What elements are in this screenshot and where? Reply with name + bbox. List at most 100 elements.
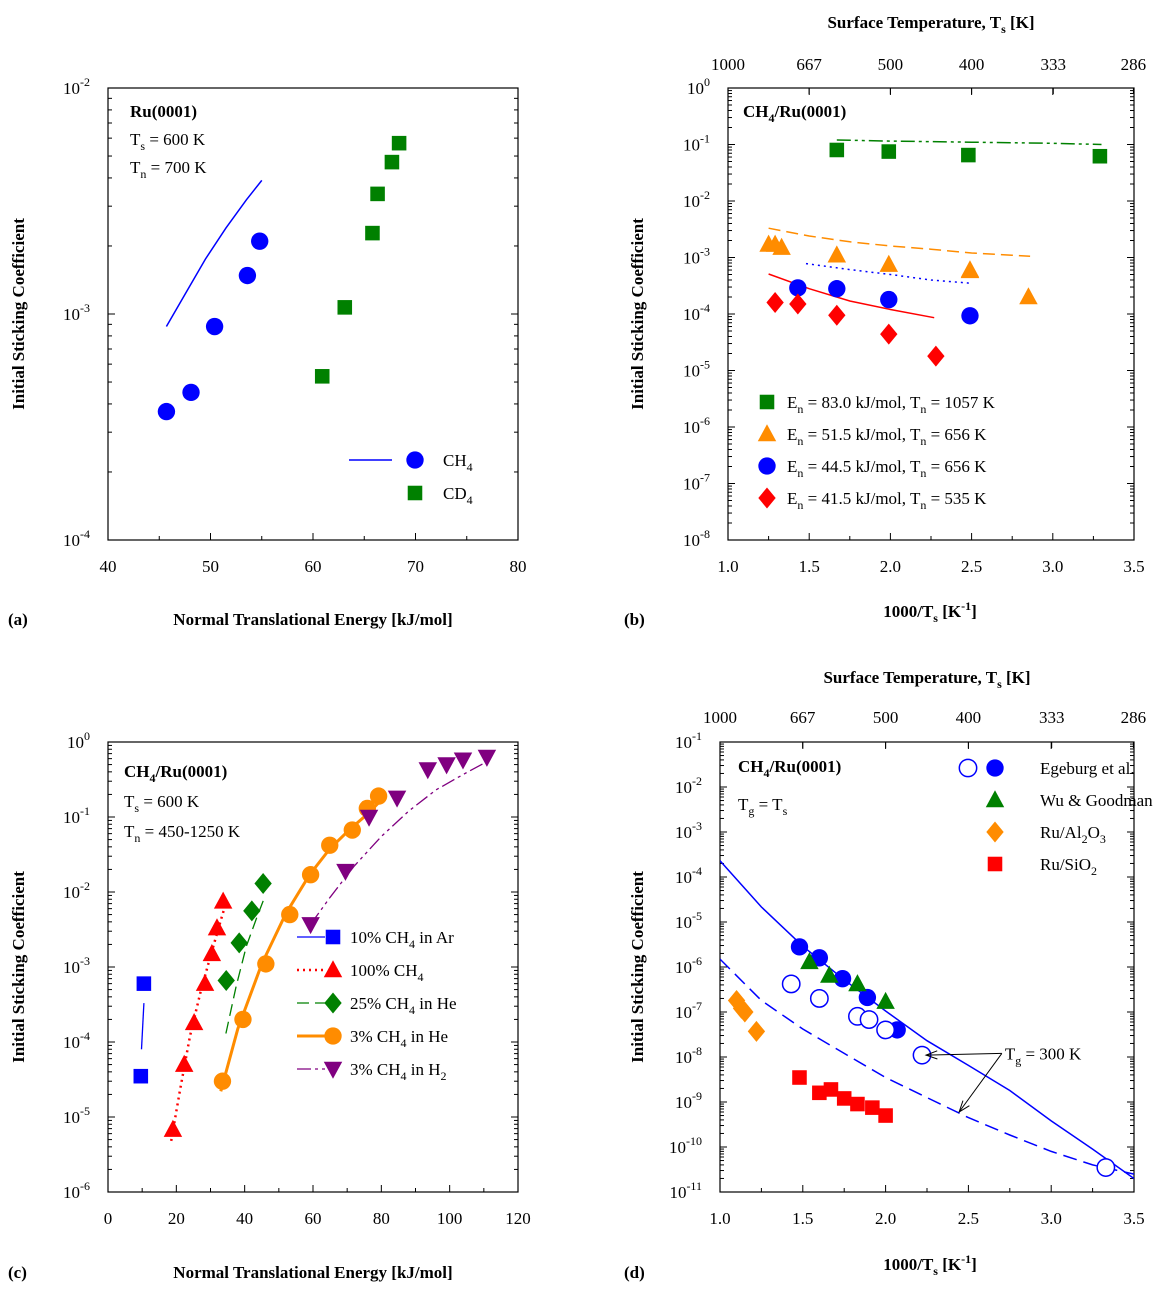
y-tick-exponent: -1 (80, 804, 90, 818)
x-axis-title-part: -1 (961, 1252, 971, 1266)
arrowhead (924, 1050, 938, 1060)
marker-square (878, 1108, 893, 1123)
series-100-ch4 (163, 891, 233, 1137)
y-tick-exponent: -6 (700, 414, 710, 428)
top-axis-title-part: [K] (1006, 13, 1035, 32)
top-tick-label: 667 (796, 55, 822, 74)
y-tick-exponent: -4 (80, 1029, 90, 1043)
marker-square (337, 300, 353, 315)
x-axis-title: 1000/Ts​ [K-1​] (883, 1252, 977, 1278)
y-tick-exponent: 0 (84, 729, 90, 743)
y-tick-exponent: -8 (700, 527, 710, 541)
annotation-text-part: = T (754, 795, 783, 814)
series-wu-goodman (800, 952, 895, 1009)
x-tick-label: 70 (407, 557, 424, 576)
marker-circle (758, 457, 776, 475)
x-tick-label: 60 (305, 557, 322, 576)
marker-triangle (960, 260, 980, 278)
x-tick-label: 1.5 (799, 557, 820, 576)
callout-arrow (958, 1053, 1003, 1113)
y-tick-label: 10-1 (683, 132, 710, 155)
y-tick-label: 10-4 (683, 301, 710, 324)
top-axis-title-part: Surface Temperature, T (827, 13, 1001, 32)
legend: Egeburg et al. Wu & Goodman Ru/Al2​O3​ Ru/S… (958, 758, 1153, 878)
y-tick-exponent: -4 (80, 527, 90, 541)
legend: 10% CH4​ in Ar 100% CH4​ 25% CH4​ in He 3% … (297, 928, 457, 1083)
legend-label-part: n (797, 498, 803, 512)
legend-label-part: 4 (401, 1036, 407, 1050)
x-tick-label: 40 (100, 557, 117, 576)
chart-panel-d: 1.0 1.5 2.0 2.5 3.0 3.510-1110-1010-910-810-7… (624, 668, 1153, 1282)
legend-label: 25% CH4​ in He (350, 994, 457, 1017)
y-tick-exponent: -2 (692, 774, 702, 788)
x-axis-title: 1000/Ts​ [K-1​] (883, 599, 977, 625)
legend-label-part: in He (407, 1027, 449, 1046)
marker-diamond (736, 1001, 754, 1023)
callout-arrow (926, 1052, 1002, 1056)
y-tick-exponent: -5 (692, 909, 702, 923)
series-3-ch4-in-h2 (301, 749, 497, 935)
top-tick-label: 400 (956, 708, 982, 727)
marker-diamond (747, 1020, 766, 1042)
y-tick-exponent: -3 (80, 301, 90, 315)
y-tick-label: 10-2 (675, 774, 702, 797)
y-tick-label: 10-9 (675, 1089, 702, 1112)
y-tick-label: 10-5 (675, 909, 702, 932)
legend-label-part: Ru/Al (1040, 823, 1082, 842)
panel-label: (a) (8, 610, 28, 629)
marker-square (850, 1096, 865, 1112)
y-tick-exponent: -6 (80, 1179, 90, 1193)
marker-square (365, 225, 380, 241)
top-tick-label: 500 (873, 708, 899, 727)
y-tick-label: 10-4 (63, 527, 90, 550)
x-tick-label: 2.5 (961, 557, 982, 576)
marker-inverted-triangle (477, 749, 497, 767)
series-egeburg-et-al- (781, 938, 1116, 1177)
y-tick-exponent: -4 (700, 301, 710, 315)
annotation-text: CH4​/Ru(0001) (738, 757, 841, 780)
marker-circle (790, 938, 809, 956)
marker-inverted-triangle (418, 762, 438, 780)
y-tick-exponent: -4 (692, 864, 702, 878)
marker-circle (876, 1020, 896, 1040)
x-tick-label: 0 (104, 1209, 113, 1228)
marker-circle (251, 232, 269, 250)
legend-label-part: = 83.0 kJ/mol, T (803, 393, 921, 412)
y-tick-base: 10 (683, 418, 700, 437)
x-tick-label: 60 (305, 1209, 322, 1228)
marker-circle (343, 821, 361, 839)
legend-label-part: 10% CH (350, 928, 409, 947)
marker-triangle (985, 790, 1005, 808)
legend-label-part: 4 (409, 1003, 415, 1017)
annotation-text-part: 4 (769, 111, 775, 125)
x-tick-label: 2.0 (875, 1209, 896, 1228)
marker-circle (828, 280, 846, 298)
x-axis-title-part: [K (938, 602, 962, 621)
y-tick-exponent: -6 (692, 954, 702, 968)
y-tick-label: 10-5 (63, 1104, 90, 1127)
x-tick-label: 80 (373, 1209, 390, 1228)
marker-triangle (820, 965, 839, 983)
marker-triangle (879, 254, 899, 272)
y-tick-base: 10 (669, 1138, 686, 1157)
annotation-text-part: g (748, 804, 754, 818)
x-axis-title-part: s (933, 611, 938, 625)
marker-square (987, 856, 1003, 872)
marker-square (881, 144, 897, 159)
y-axis-title: Initial Sticking Coefficient (9, 218, 28, 410)
legend-label: Ru/SiO2​ (1040, 855, 1097, 878)
y-tick-base: 10 (63, 1108, 80, 1127)
marker-diamond (880, 323, 898, 345)
y-tick-base: 10 (675, 1048, 692, 1067)
fit-curve (310, 760, 488, 925)
marker-circle (238, 266, 257, 285)
x-axis-title-part: 1000/T (883, 1255, 934, 1274)
x-tick-label: 80 (510, 557, 527, 576)
top-tick-label: 500 (878, 55, 904, 74)
legend-label-part: = 41.5 kJ/mol, T (803, 489, 921, 508)
legend-label-part: = 44.5 kJ/mol, T (803, 457, 921, 476)
marker-circle (182, 383, 200, 402)
x-tick-label: 1.0 (717, 557, 738, 576)
top-tick-label: 1000 (703, 708, 737, 727)
y-tick-exponent: -9 (692, 1089, 702, 1103)
